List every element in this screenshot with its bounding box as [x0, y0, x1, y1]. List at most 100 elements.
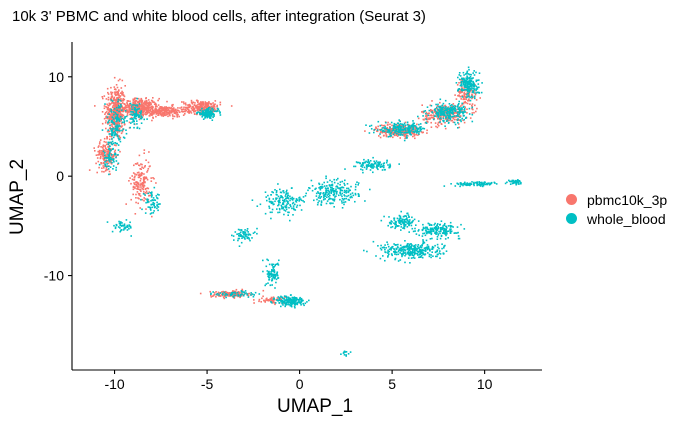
point [138, 197, 140, 200]
point [385, 135, 388, 138]
point [391, 246, 393, 248]
point [94, 150, 96, 152]
point [443, 185, 446, 187]
point [391, 221, 393, 223]
point [418, 123, 420, 126]
point [391, 131, 393, 134]
point [445, 106, 447, 108]
point [120, 122, 123, 125]
point [131, 111, 133, 113]
point [339, 192, 341, 194]
point [317, 197, 320, 199]
point [421, 229, 424, 231]
point [111, 121, 114, 123]
point [379, 136, 382, 139]
point [106, 152, 108, 154]
point [430, 109, 432, 111]
point [107, 96, 110, 99]
point [377, 245, 379, 247]
point [108, 102, 111, 105]
point [144, 103, 146, 106]
point [109, 97, 112, 100]
point [289, 204, 292, 206]
point [446, 112, 448, 114]
point [152, 106, 154, 108]
point [323, 181, 325, 184]
point [142, 193, 145, 195]
point [99, 157, 102, 159]
point [447, 107, 449, 109]
point [455, 110, 457, 112]
point [116, 131, 119, 134]
point [416, 129, 418, 132]
point [397, 122, 400, 124]
point [441, 108, 443, 111]
point [440, 230, 442, 233]
point [269, 201, 271, 203]
point [470, 88, 473, 90]
point [402, 215, 405, 218]
point [398, 119, 400, 121]
point [108, 147, 111, 150]
point [454, 111, 456, 114]
point [111, 156, 114, 158]
point [199, 113, 201, 116]
point [131, 114, 134, 116]
point [404, 215, 406, 217]
point [120, 229, 122, 232]
point [115, 84, 118, 86]
point [404, 132, 406, 134]
point [114, 142, 116, 144]
point [430, 233, 433, 236]
point [319, 192, 321, 195]
point [118, 220, 120, 223]
point [115, 98, 118, 101]
point [183, 102, 185, 105]
point [412, 248, 415, 250]
point [345, 192, 347, 194]
point [466, 108, 468, 110]
point [390, 247, 392, 249]
point [438, 247, 440, 250]
point [95, 154, 98, 156]
point [197, 108, 200, 111]
point [457, 76, 459, 79]
point [331, 187, 333, 189]
point [149, 213, 152, 215]
point [458, 126, 461, 129]
point [135, 118, 137, 120]
point [308, 187, 310, 189]
point [411, 252, 413, 254]
point [283, 213, 285, 216]
point [157, 104, 160, 106]
point [473, 88, 476, 91]
point [434, 251, 437, 254]
point [112, 103, 115, 105]
point [478, 79, 480, 81]
point [274, 189, 276, 191]
point [134, 104, 137, 107]
point [468, 85, 471, 88]
point [440, 122, 442, 125]
point [115, 156, 117, 159]
point [119, 129, 121, 132]
point [474, 104, 476, 107]
point [117, 108, 120, 110]
point [463, 118, 465, 121]
point [137, 192, 140, 195]
point [470, 95, 473, 98]
point [509, 180, 512, 183]
point [124, 116, 126, 118]
point [417, 254, 419, 256]
point [386, 241, 388, 243]
point [105, 127, 107, 130]
point [412, 122, 415, 124]
point [112, 136, 115, 139]
point [130, 198, 132, 201]
point [120, 105, 122, 108]
point [406, 131, 409, 134]
point [339, 183, 341, 186]
point [296, 199, 299, 201]
point [251, 199, 254, 201]
point [447, 116, 450, 118]
